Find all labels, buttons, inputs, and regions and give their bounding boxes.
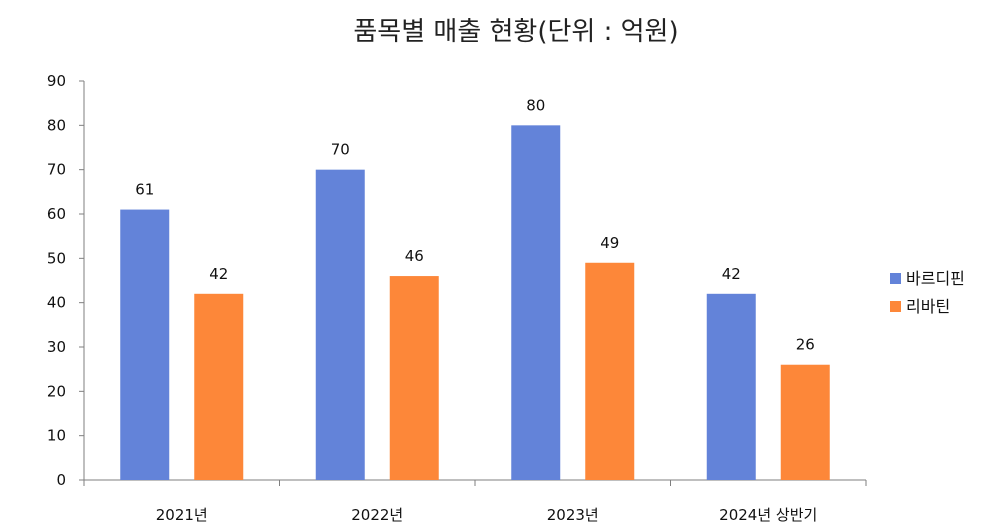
data-label: 70 [331,141,350,159]
bar-series2 [389,276,439,480]
x-tick-label: 2023년 [547,506,599,524]
bar-series1 [511,125,561,480]
chart-title: 품목별 매출 현황(단위 : 억원) [353,17,678,47]
legend-label: 리바틴 [906,297,950,316]
data-label: 61 [135,181,154,199]
data-label: 49 [600,234,619,252]
data-label: 46 [405,247,424,265]
bar-series2 [585,262,635,480]
y-tick-label: 10 [47,427,66,445]
legend-swatch [890,301,901,312]
bars: 61 70 80 42 42 46 49 26 [120,96,830,481]
y-tick-label: 70 [47,161,66,179]
y-tick-label: 50 [47,249,66,267]
x-tick-label: 2021년 [156,506,208,524]
bar-series2 [780,364,830,480]
data-label: 42 [722,265,741,283]
y-tick-label: 30 [47,338,66,356]
bar-series1 [315,169,365,480]
bar-series1 [120,209,170,481]
data-label: 80 [526,96,545,114]
legend-label: 바르디핀 [906,269,965,288]
bar-series2 [194,293,244,480]
y-tick-label: 20 [47,382,66,400]
axes: 0 10 20 30 40 50 60 70 80 90 2021년 2022년 2023년 2024년 … [47,72,867,524]
legend-swatch [890,273,901,284]
y-tick-label: 0 [56,471,66,489]
y-tick-label: 60 [47,205,66,223]
y-tick-label: 90 [47,72,66,90]
bar-series1 [706,293,756,480]
data-label: 26 [796,336,815,354]
x-tick-label: 2022년 [351,506,403,524]
y-tick-label: 80 [47,116,66,134]
x-tick-label: 2024년 상반기 [719,506,817,524]
data-label: 42 [209,265,228,283]
y-tick-label: 40 [47,294,66,312]
